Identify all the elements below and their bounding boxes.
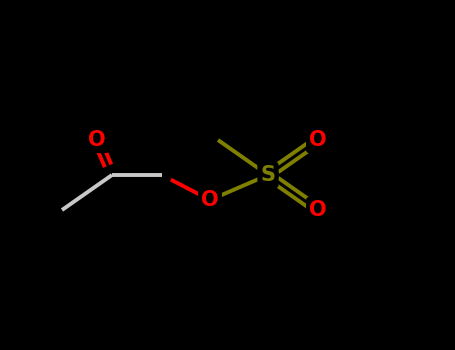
Text: O: O bbox=[309, 130, 327, 150]
Text: O: O bbox=[88, 130, 106, 150]
Text: O: O bbox=[201, 190, 219, 210]
Text: O: O bbox=[309, 200, 327, 220]
Text: S: S bbox=[261, 165, 275, 185]
